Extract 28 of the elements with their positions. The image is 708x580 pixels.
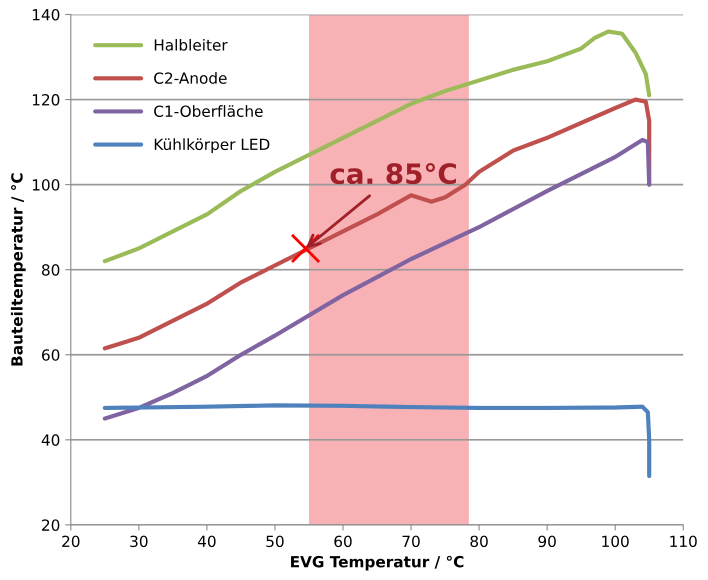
x-tick-label: 110 [670, 536, 697, 548]
y-tick-label: 40 [42, 434, 60, 446]
x-tick-label: 40 [198, 536, 216, 548]
x-tick-label: 20 [62, 536, 80, 548]
line-series [102, 403, 652, 478]
x-tick-label: 80 [470, 536, 488, 548]
x-tick-label: 30 [130, 536, 148, 548]
y-tick-label: 60 [42, 349, 60, 361]
line-series [102, 138, 652, 421]
x-tick-label: 100 [602, 536, 629, 548]
x-axis-title: EVG Temperatur / °C [291, 556, 464, 570]
y-tick-label: 80 [42, 264, 60, 276]
line-series [102, 97, 652, 350]
x-tick-label: 60 [334, 536, 352, 548]
y-tick-label: 140 [32, 8, 60, 21]
x-tick-label: 90 [538, 536, 556, 548]
annotation: ca. 85°C [330, 162, 456, 184]
line-series [102, 29, 652, 264]
x-tick-label: 70 [402, 536, 420, 548]
y-tick-label: 20 [42, 519, 60, 531]
legend-label: C1-Oberfläche [154, 105, 263, 118]
legend-label: C2-Anode [154, 72, 227, 84]
legend-label: Halbleiter [154, 38, 228, 51]
legend-label: Kühlkörper LED [154, 138, 270, 154]
y-tick-label: 120 [32, 94, 60, 106]
x-tick-label: 50 [266, 536, 284, 548]
y-axis-title: Bauteiltemperatur / °C [10, 173, 26, 366]
y-tick-label: 100 [32, 179, 60, 191]
